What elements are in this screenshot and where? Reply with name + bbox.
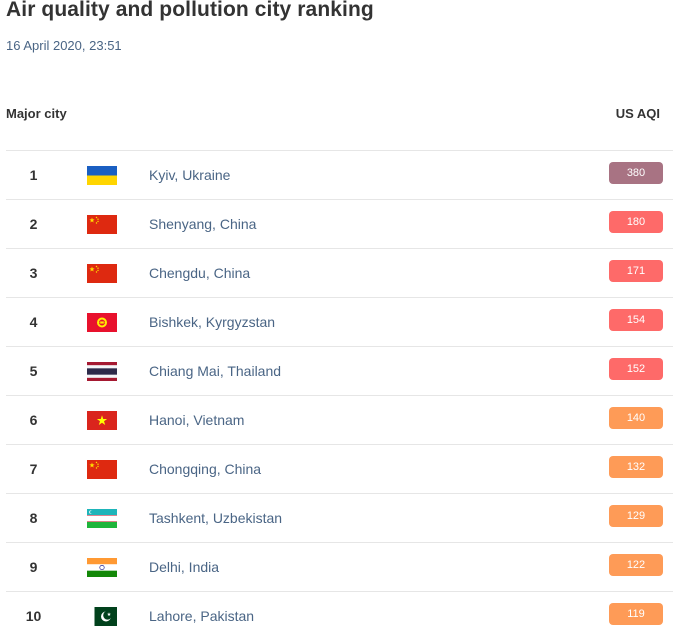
column-header-city[interactable]: Major city [6, 106, 67, 121]
city-name[interactable]: Shenyang, China [149, 216, 257, 232]
table-row[interactable]: 1 Kyiv, Ukraine 380 [6, 150, 673, 199]
uzbekistan-flag-icon [87, 509, 117, 528]
ukraine-flag-icon [87, 166, 117, 185]
update-timestamp: 16 April 2020, 23:51 [6, 38, 122, 53]
india-flag-icon [87, 558, 117, 577]
table-row[interactable]: 9 Delhi, India 122 [6, 542, 673, 591]
table-row[interactable]: 6 Hanoi, Vietnam 140 [6, 395, 673, 444]
rank-number: 5 [29, 363, 38, 379]
city-name[interactable]: Kyiv, Ukraine [149, 167, 231, 183]
rank-number: 8 [29, 510, 38, 526]
aqi-badge: 180 [609, 211, 663, 233]
aqi-badge: 154 [609, 309, 663, 331]
city-name[interactable]: Bishkek, Kyrgyzstan [149, 314, 276, 330]
aqi-badge: 119 [609, 603, 663, 625]
rank-number: 3 [29, 265, 38, 281]
kyrgyzstan-flag-icon [87, 313, 117, 332]
table-row[interactable]: 4 Bishkek, Kyrgyzstan 154 [6, 297, 673, 346]
rank-number: 4 [29, 314, 38, 330]
table-row[interactable]: 10 Lahore, Pakistan 119 [6, 591, 673, 640]
city-name[interactable]: Chongqing, China [149, 461, 262, 477]
thailand-flag-icon [87, 362, 117, 381]
city-name[interactable]: Hanoi, Vietnam [149, 412, 245, 428]
aqi-badge: 380 [609, 162, 663, 184]
rank-number: 6 [29, 412, 38, 428]
table-row[interactable]: 2 Shenyang, China 180 [6, 199, 673, 248]
aqi-badge: 152 [609, 358, 663, 380]
aqi-badge: 129 [609, 505, 663, 527]
city-name[interactable]: Chiang Mai, Thailand [149, 363, 282, 379]
china-flag-icon [87, 215, 117, 234]
column-header-aqi[interactable]: US AQI [615, 106, 660, 121]
rank-number: 10 [25, 608, 42, 624]
page-title: Air quality and pollution city ranking [6, 0, 374, 21]
rank-number: 2 [29, 216, 38, 232]
aqi-badge: 122 [609, 554, 663, 576]
city-name[interactable]: Delhi, India [149, 559, 220, 575]
vietnam-flag-icon [87, 411, 117, 430]
aqi-badge: 171 [609, 260, 663, 282]
rank-number: 7 [29, 461, 38, 477]
ranking-table: 1 Kyiv, Ukraine 380 2 Shenyang, China 18… [6, 150, 673, 640]
china-flag-icon [87, 460, 117, 479]
rank-number: 9 [29, 559, 38, 575]
city-name[interactable]: Lahore, Pakistan [149, 608, 255, 624]
aqi-badge: 132 [609, 456, 663, 478]
table-row[interactable]: 8 Tashkent, Uzbekistan 129 [6, 493, 673, 542]
rank-number: 1 [29, 167, 38, 183]
pakistan-flag-icon [87, 607, 117, 626]
city-name[interactable]: Chengdu, China [149, 265, 251, 281]
table-row[interactable]: 3 Chengdu, China 171 [6, 248, 673, 297]
table-row[interactable]: 5 Chiang Mai, Thailand 152 [6, 346, 673, 395]
city-name[interactable]: Tashkent, Uzbekistan [149, 510, 283, 526]
table-row[interactable]: 7 Chongqing, China 132 [6, 444, 673, 493]
aqi-badge: 140 [609, 407, 663, 429]
china-flag-icon [87, 264, 117, 283]
